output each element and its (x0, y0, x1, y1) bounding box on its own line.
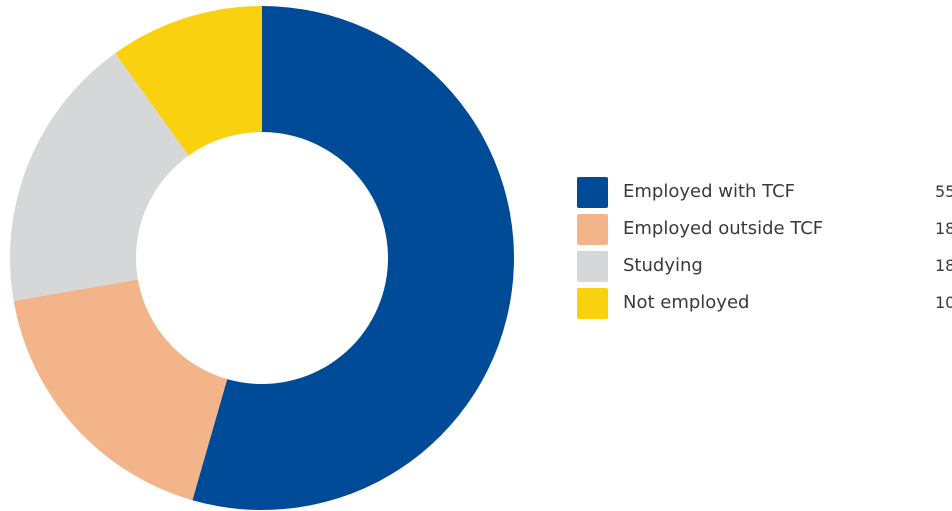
legend-swatch (577, 288, 608, 319)
legend-label: Employed outside TCF (623, 218, 824, 239)
legend-item-studying: Studying 18% (577, 251, 952, 282)
legend-value: 18% (935, 219, 952, 238)
legend-value: 55% (935, 182, 952, 201)
legend-swatch (577, 177, 608, 208)
legend-label: Studying (623, 255, 703, 276)
legend-item-not-employed: Not employed 10% (577, 288, 952, 319)
legend-value: 18% (935, 256, 952, 275)
donut-slice-studying (10, 53, 189, 301)
legend-swatch (577, 251, 608, 282)
chart-legend: Employed with TCF 55% Employed outside T… (577, 177, 952, 325)
legend-item-employed-with-tcf: Employed with TCF 55% (577, 177, 952, 208)
donut-slice-not-employed (115, 5, 262, 156)
donut-slice-employed-with-tcf (192, 6, 514, 510)
legend-value: 10% (935, 293, 952, 312)
legend-swatch (577, 214, 608, 245)
legend-label: Not employed (623, 292, 750, 313)
legend-label: Employed with TCF (623, 181, 795, 202)
donut-slice-employed-outside-tcf (13, 279, 228, 501)
legend-item-employed-outside-tcf: Employed outside TCF 18% (577, 214, 952, 245)
